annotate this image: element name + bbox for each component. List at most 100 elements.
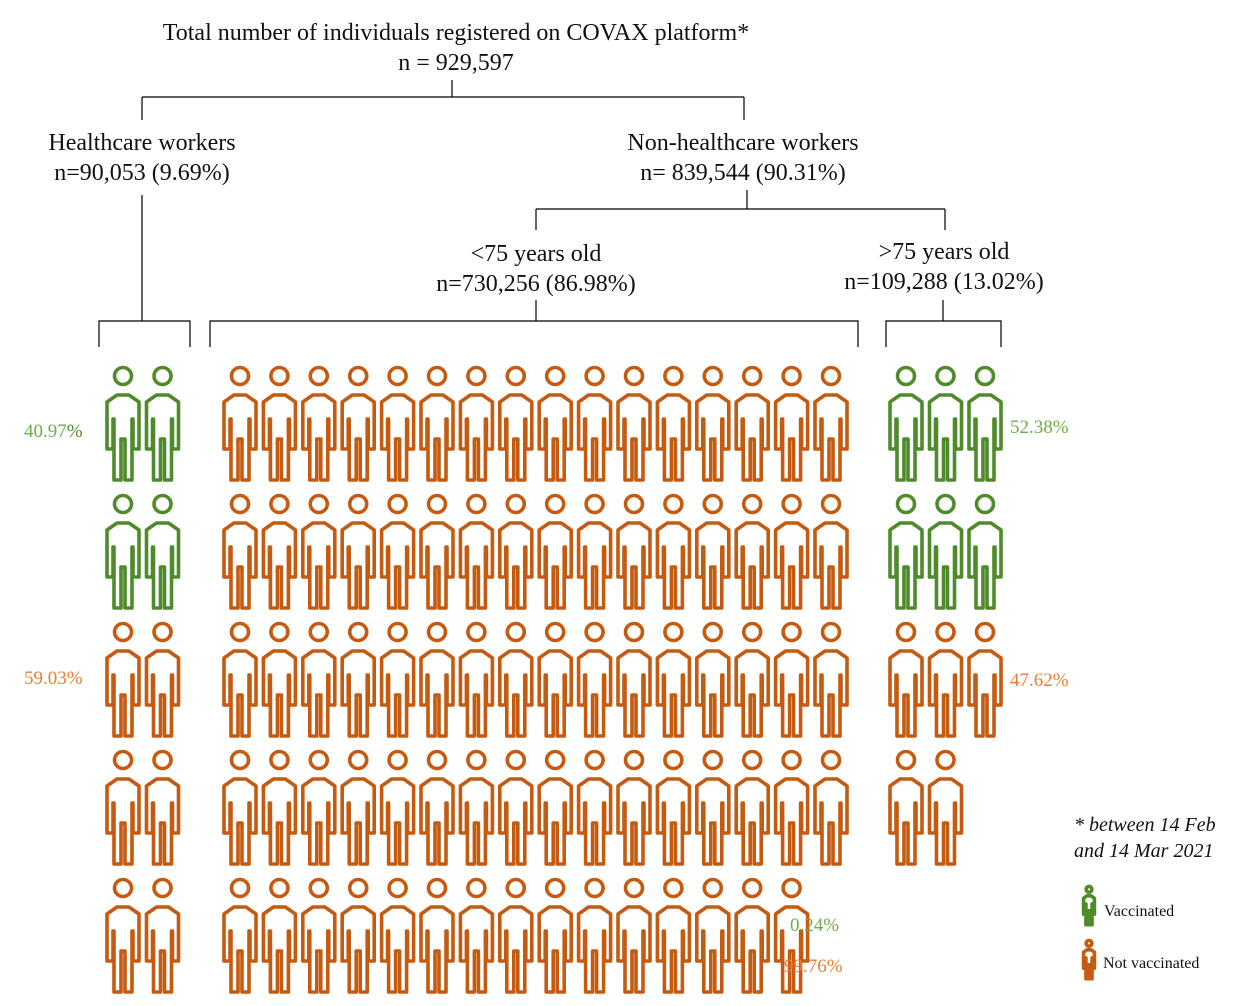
vaccinated-person-icon [888, 365, 924, 482]
not-vaccinated-person-icon [694, 749, 731, 866]
vaccinated-person-icon [105, 365, 141, 482]
not-vaccinated-person-icon [927, 621, 964, 738]
not-vaccinated-person-icon [537, 365, 574, 482]
not-vaccinated-person-icon [655, 493, 692, 610]
not-vaccinated-person-icon [105, 877, 141, 994]
not-vaccinated-person-icon [773, 621, 810, 738]
not-vaccinated-person-icon [379, 877, 416, 994]
not-vaccinated-person-icon [261, 493, 298, 610]
under75-not-vaccinated-percent: 99.76% [784, 956, 843, 977]
not-vaccinated-person-icon [419, 877, 455, 994]
not-vaccinated-person-icon [576, 493, 613, 610]
not-vaccinated-person-icon [340, 877, 377, 994]
root-count: n = 929,597 [398, 50, 514, 76]
not-vaccinated-person-icon [222, 493, 258, 610]
under75-icon-grid [222, 365, 849, 994]
not-vaccinated-person-icon [773, 493, 810, 610]
not-vaccinated-person-icon [497, 877, 534, 994]
not-vaccinated-person-icon [144, 749, 181, 866]
not-vaccinated-person-icon [105, 749, 141, 866]
not-vaccinated-person-icon [655, 877, 692, 994]
not-vaccinated-person-icon [734, 365, 771, 482]
vaccinated-person-icon [927, 493, 964, 610]
not-vaccinated-person-icon [734, 621, 771, 738]
not-vaccinated-person-icon [616, 749, 652, 866]
not-vaccinated-person-icon [813, 621, 849, 738]
vaccinated-person-icon [105, 493, 141, 610]
not-vaccinated-person-icon [300, 877, 337, 994]
not-vaccinated-person-icon [576, 877, 613, 994]
not-vaccinated-person-icon [300, 365, 337, 482]
not-vaccinated-person-icon [888, 749, 924, 866]
under75-count: n=730,256 (86.98%) [436, 271, 636, 297]
not-vaccinated-person-icon [537, 877, 574, 994]
not-vaccinated-person-icon [773, 749, 810, 866]
not-vaccinated-person-icon [379, 621, 416, 738]
legend-not-vaccinated-person-icon [1081, 938, 1097, 981]
not-vaccinated-person-icon [616, 365, 652, 482]
over75-title: >75 years old [879, 239, 1010, 265]
not-vaccinated-person-icon [655, 365, 692, 482]
not-vaccinated-person-icon [458, 493, 495, 610]
healthcare-title: Healthcare workers [48, 130, 235, 156]
root-title: Total number of individuals registered o… [163, 20, 749, 46]
not-vaccinated-person-icon [458, 621, 495, 738]
over75-count: n=109,288 (13.02%) [844, 269, 1044, 295]
footnote-line-1: * between 14 Feb [1074, 814, 1216, 836]
footnote-line-2: and 14 Mar 2021 [1074, 840, 1213, 862]
not-vaccinated-person-icon [379, 493, 416, 610]
hcw-vaccinated-percent: 40.97% [24, 421, 83, 442]
not-vaccinated-person-icon [967, 621, 1003, 738]
under75-vaccinated-percent: 0.24% [790, 915, 839, 936]
not-vaccinated-person-icon [734, 493, 771, 610]
not-vaccinated-person-icon [576, 749, 613, 866]
not-vaccinated-person-icon [379, 365, 416, 482]
not-vaccinated-person-icon [340, 621, 377, 738]
vaccinated-person-icon [967, 493, 1003, 610]
healthcare-icon-grid [105, 365, 181, 994]
legend-vaccinated-person-icon [1081, 884, 1097, 927]
not-vaccinated-person-icon [813, 365, 849, 482]
not-vaccinated-person-icon [694, 621, 731, 738]
vaccinated-person-icon [927, 365, 964, 482]
not-vaccinated-person-icon [419, 365, 455, 482]
under75-title: <75 years old [471, 241, 602, 267]
not-vaccinated-person-icon [261, 365, 298, 482]
not-vaccinated-person-icon [537, 749, 574, 866]
not-vaccinated-person-icon [458, 365, 495, 482]
not-vaccinated-person-icon [813, 493, 849, 610]
over75-vaccinated-percent: 52.38% [1010, 417, 1069, 438]
hcw-not-vaccinated-percent: 59.03% [24, 668, 83, 689]
not-vaccinated-person-icon [734, 877, 771, 994]
over75-not-vaccinated-percent: 47.62% [1010, 670, 1069, 691]
not-vaccinated-person-icon [497, 621, 534, 738]
not-vaccinated-person-icon [497, 493, 534, 610]
vaccinated-person-icon [144, 493, 181, 610]
not-vaccinated-person-icon [458, 749, 495, 866]
legend-vaccinated-label: Vaccinated [1104, 903, 1174, 920]
not-vaccinated-person-icon [144, 877, 181, 994]
over75-icon-grid [888, 365, 1003, 866]
not-vaccinated-person-icon [300, 621, 337, 738]
not-vaccinated-person-icon [419, 493, 455, 610]
non-healthcare-count: n= 839,544 (90.31%) [640, 160, 846, 186]
non-healthcare-title: Non-healthcare workers [627, 130, 858, 156]
not-vaccinated-person-icon [340, 493, 377, 610]
legend: Vaccinated Not vaccinated [1081, 884, 1199, 981]
vaccinated-person-icon [1081, 884, 1097, 927]
not-vaccinated-person-icon [773, 365, 810, 482]
not-vaccinated-person-icon [300, 749, 337, 866]
not-vaccinated-person-icon [340, 365, 377, 482]
not-vaccinated-person-icon [537, 493, 574, 610]
not-vaccinated-person-icon [222, 749, 258, 866]
not-vaccinated-person-icon [616, 877, 652, 994]
healthcare-count: n=90,053 (9.69%) [54, 160, 230, 186]
not-vaccinated-person-icon [888, 621, 924, 738]
not-vaccinated-person-icon [261, 749, 298, 866]
not-vaccinated-person-icon [300, 493, 337, 610]
not-vaccinated-person-icon [222, 365, 258, 482]
not-vaccinated-person-icon [497, 365, 534, 482]
not-vaccinated-person-icon [813, 749, 849, 866]
